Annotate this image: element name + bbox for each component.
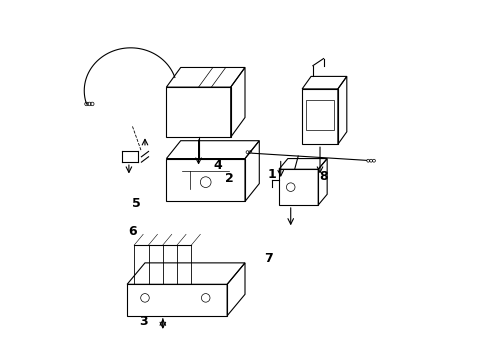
Text: 4: 4 (214, 159, 222, 172)
Text: 1: 1 (268, 168, 276, 181)
Text: 8: 8 (319, 170, 328, 183)
Text: 6: 6 (128, 225, 137, 238)
Text: 2: 2 (224, 172, 233, 185)
Text: 5: 5 (132, 197, 141, 210)
Text: 3: 3 (139, 315, 147, 328)
Text: 7: 7 (264, 252, 272, 265)
